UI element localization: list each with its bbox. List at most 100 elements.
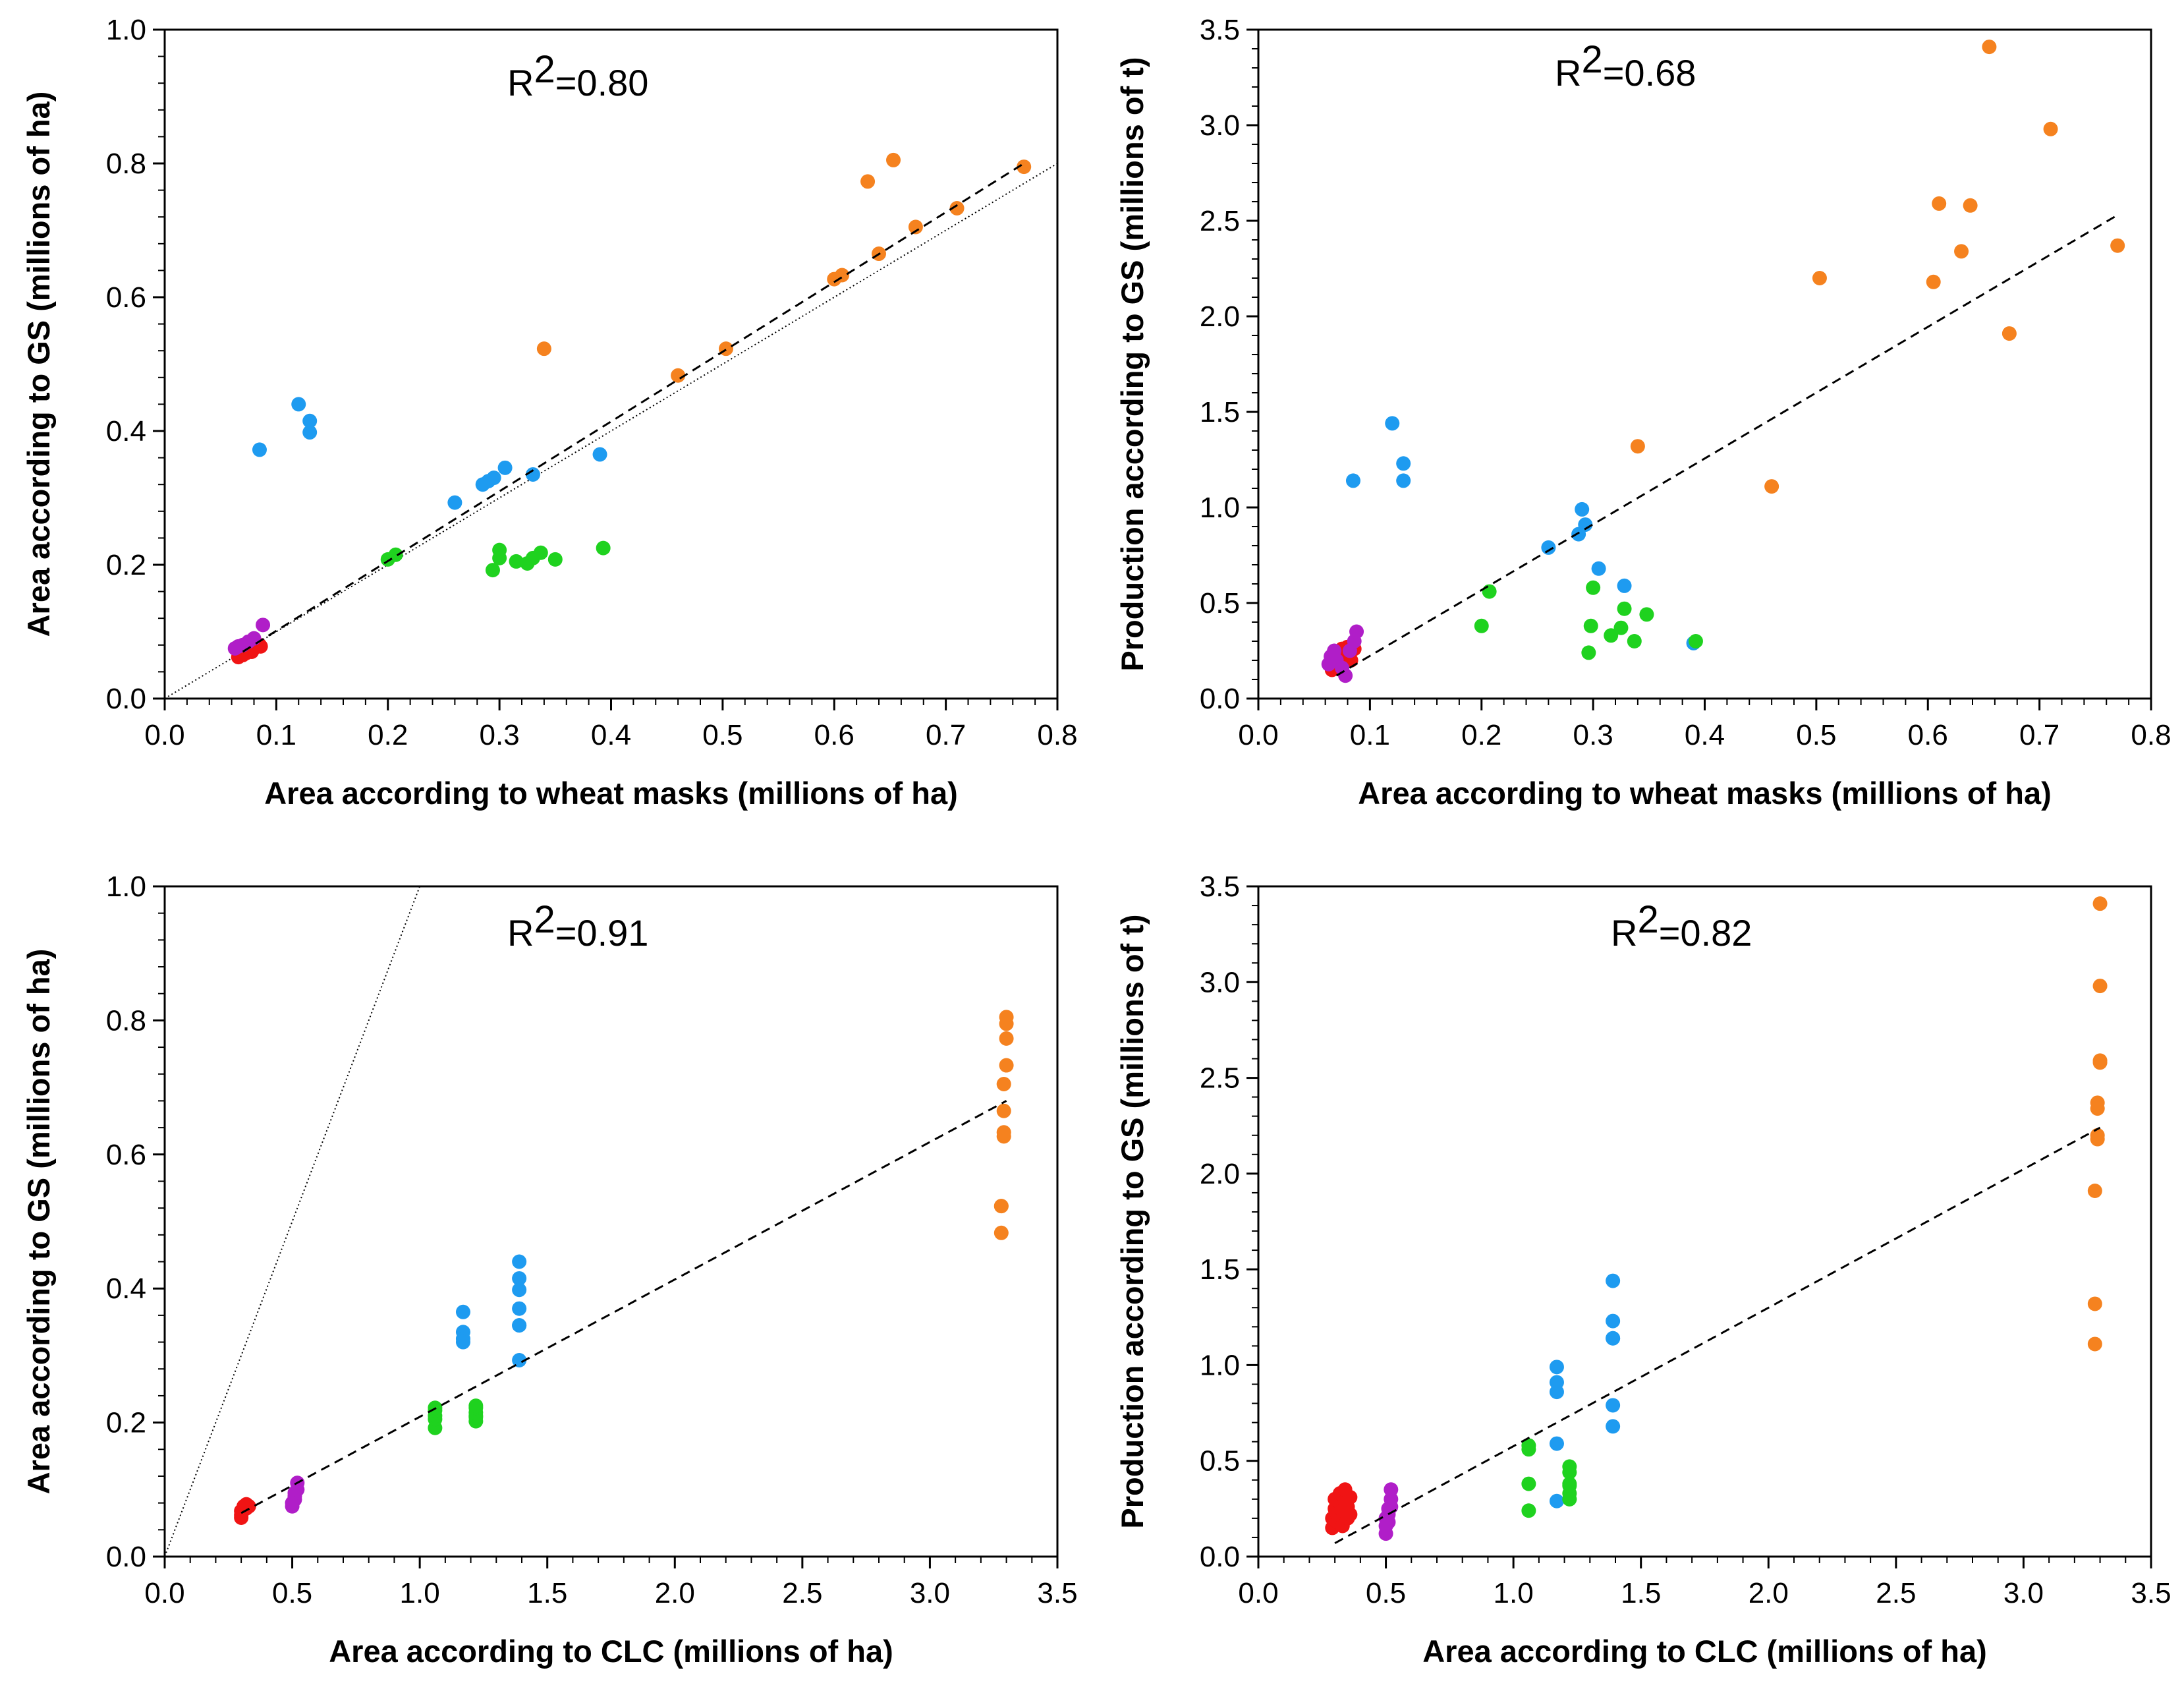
- y-tick-label: 0.4: [106, 415, 146, 447]
- data-point-orange: [2092, 979, 2108, 994]
- data-point-green: [1613, 620, 1629, 635]
- y-tick-label: 2.5: [1200, 1062, 1240, 1095]
- data-point-blue: [1396, 456, 1411, 471]
- y-tick-label: 0.2: [106, 549, 146, 581]
- data-point-orange: [860, 174, 876, 189]
- x-tick-label: 0.0: [144, 719, 184, 751]
- plot-area: [1325, 896, 2108, 1544]
- data-point-blue: [252, 442, 267, 457]
- data-point-blue: [525, 467, 540, 482]
- data-point-orange: [994, 1225, 1009, 1240]
- data-point-orange: [886, 152, 901, 167]
- plot-frame: [163, 28, 1059, 700]
- x-tick-label: 0.5: [702, 719, 742, 751]
- data-point-orange: [2043, 121, 2058, 136]
- x-tick-label: 3.0: [910, 1577, 950, 1609]
- y-tick-label: 0.4: [106, 1273, 146, 1305]
- x-axis-title: Area according to CLC (millions of ha): [1422, 1634, 1987, 1669]
- r-squared-label: R2=0.68: [1555, 38, 1696, 94]
- data-point-blue: [1549, 1436, 1564, 1451]
- x-tick-label: 3.5: [1037, 1577, 1077, 1609]
- data-point-orange: [1017, 159, 1032, 175]
- x-tick-label: 0.3: [480, 719, 520, 751]
- data-point-blue: [486, 471, 501, 486]
- data-point-orange: [1764, 479, 1779, 494]
- y-tick-label: 1.0: [1200, 1349, 1240, 1381]
- y-axis-title: Area according to GS (millions of ha): [21, 92, 56, 637]
- data-point-orange: [908, 219, 923, 235]
- y-axis-title: Production according to GS (millions of …: [1115, 57, 1150, 671]
- data-point-orange: [996, 1103, 1011, 1118]
- x-axis-title: Area according to wheat masks (millions …: [1358, 776, 2052, 811]
- data-point-orange: [999, 1058, 1014, 1073]
- data-point-blue: [302, 425, 318, 440]
- data-point-green: [492, 550, 507, 565]
- x-axis-title: Area according to CLC (millions of ha): [329, 1634, 893, 1669]
- data-point-orange: [994, 1199, 1009, 1214]
- x-tick-label: 0.0: [144, 1577, 184, 1609]
- x-tick-label: 0.4: [1685, 719, 1725, 751]
- y-tick-label: 1.0: [106, 871, 146, 903]
- y-tick-label: 1.5: [1200, 1253, 1240, 1286]
- data-point-purple: [1338, 668, 1353, 683]
- data-point-orange: [996, 1125, 1011, 1140]
- x-tick-label: 0.2: [368, 719, 408, 751]
- data-point-blue: [455, 1304, 470, 1319]
- data-point-orange: [1932, 196, 1947, 211]
- y-tick-label: 0.5: [1200, 587, 1240, 619]
- y-axis-title: Production according to GS (millions of …: [1115, 914, 1150, 1528]
- plot-frame: [1257, 885, 2152, 1558]
- data-point-green: [1617, 601, 1632, 616]
- data-point-purple: [256, 617, 271, 633]
- y-tick-label: 0.2: [106, 1407, 146, 1439]
- data-point-blue: [1549, 1360, 1564, 1375]
- x-tick-label: 0.1: [256, 719, 296, 751]
- x-tick-label: 0.5: [1796, 719, 1836, 751]
- r-squared-label: R2=0.80: [507, 48, 648, 103]
- y-tick-label: 0.0: [1200, 683, 1240, 715]
- data-point-orange: [999, 1010, 1014, 1025]
- data-point-green: [596, 540, 611, 556]
- plot-area: [165, 152, 1057, 699]
- identity-line: [165, 163, 1057, 699]
- data-point-orange: [671, 368, 686, 383]
- data-point-blue: [512, 1301, 527, 1316]
- x-tick-label: 2.0: [655, 1577, 695, 1609]
- chart-panel-2: 0.0 0.1 0.2 0.3 0.4 0.5 0.6 0.7 0.8 0.0 0.5 1.0 1.5 2…: [1115, 14, 2171, 811]
- y-tick-label: 2.0: [1200, 301, 1240, 333]
- x-tick-label: 0.1: [1350, 719, 1390, 751]
- data-point-blue: [1606, 1419, 1621, 1434]
- regression-line: [1335, 214, 2118, 677]
- x-tick-label: 3.0: [2003, 1577, 2044, 1609]
- regression-line: [1334, 1126, 2101, 1544]
- x-tick-label: 0.0: [1238, 719, 1278, 751]
- data-point-orange: [999, 1031, 1014, 1046]
- data-point-blue: [447, 495, 462, 510]
- y-tick-label: 2.0: [1200, 1158, 1240, 1190]
- data-point-blue: [1606, 1273, 1621, 1288]
- data-point-green: [485, 563, 500, 578]
- y-tick-label: 2.5: [1200, 205, 1240, 237]
- data-point-blue: [512, 1318, 527, 1333]
- data-point-blue: [592, 447, 607, 462]
- y-tick-label: 0.6: [106, 1139, 146, 1171]
- y-tick-label: 0.0: [106, 1541, 146, 1573]
- plot-area: [165, 886, 1014, 1557]
- x-tick-label: 0.4: [591, 719, 631, 751]
- x-tick-label: 2.0: [1749, 1577, 1789, 1609]
- x-tick-label: 1.5: [527, 1577, 567, 1609]
- data-point-orange: [1812, 271, 1827, 285]
- y-tick-label: 3.0: [1200, 966, 1240, 998]
- data-point-blue: [1385, 416, 1400, 431]
- data-point-green: [388, 547, 403, 562]
- data-point-orange: [2087, 1296, 2102, 1311]
- data-point-orange: [2087, 1184, 2102, 1199]
- data-point-orange: [2110, 238, 2125, 253]
- x-tick-label: 0.8: [2131, 719, 2171, 751]
- data-point-orange: [1963, 198, 1978, 213]
- data-point-orange: [1954, 244, 1969, 259]
- data-point-orange: [536, 341, 551, 357]
- plot-area: [1321, 40, 2125, 683]
- regression-line: [240, 1100, 1007, 1514]
